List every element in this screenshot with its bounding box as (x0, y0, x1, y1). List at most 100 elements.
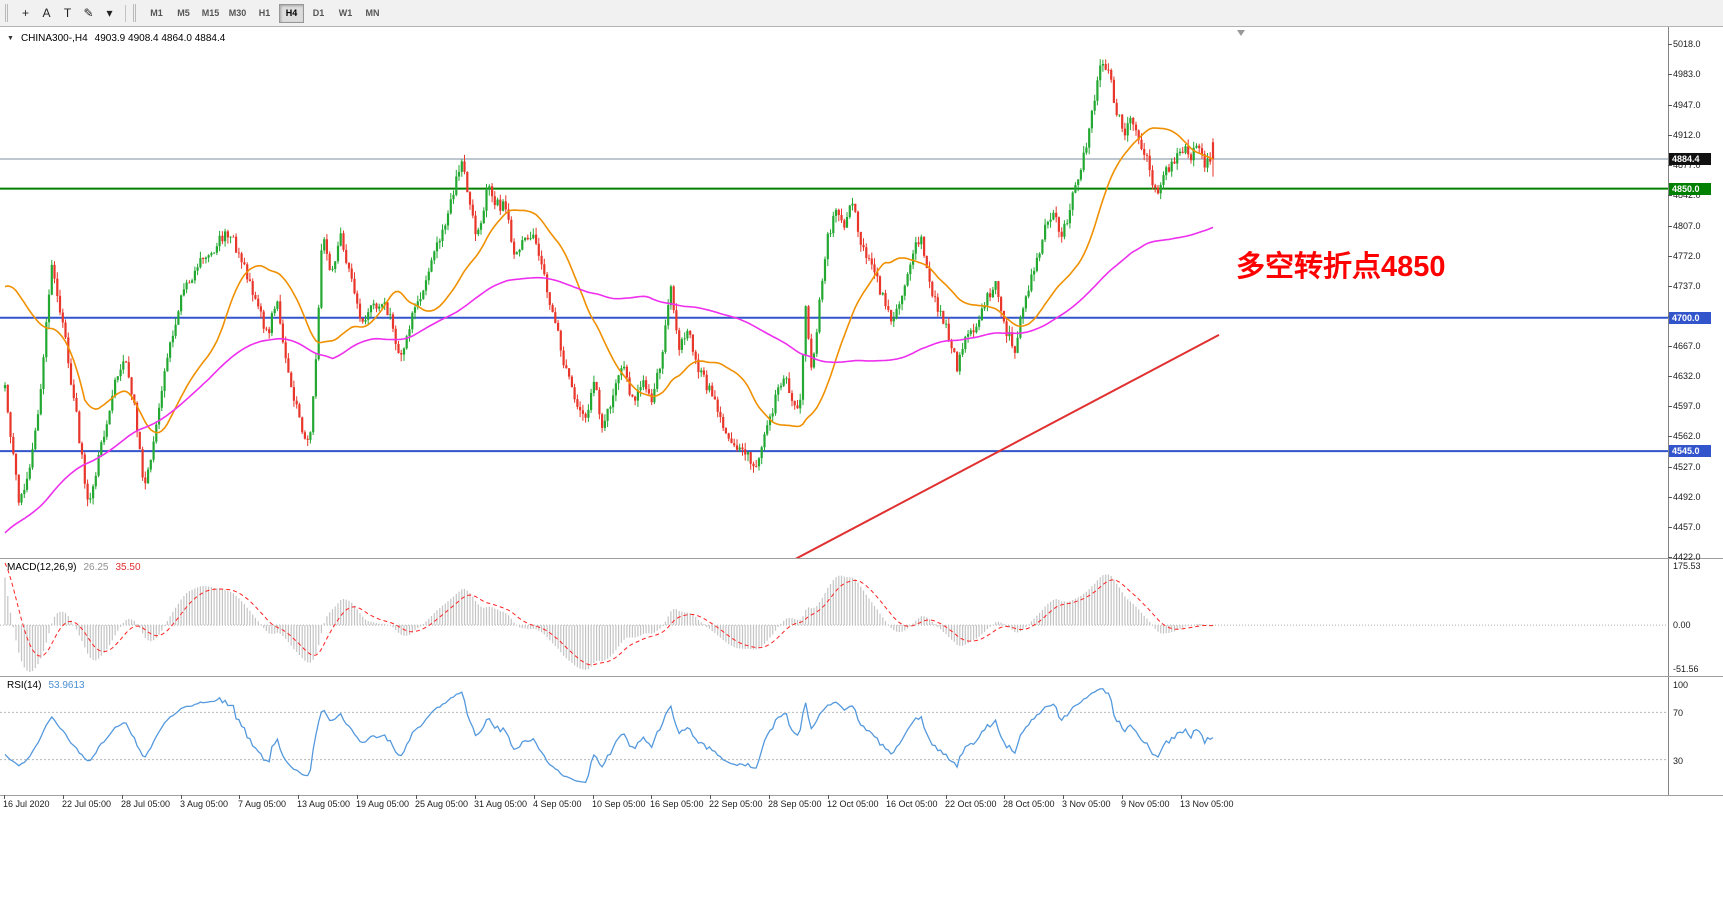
price-axis-label: 4492.0 (1673, 491, 1701, 502)
rsi-axis-label: 70 (1673, 708, 1684, 718)
toolbar: + A T ✎ ▾ M1 M5 M15 M30 H1 H4 D1 W1 MN (0, 0, 1723, 27)
rsi-axis-label: 100 (1673, 680, 1689, 690)
date-axis-label: 12 Oct 05:00 (827, 799, 879, 809)
price-axis-tick (1668, 256, 1672, 257)
price-axis-label: 4983.0 (1673, 69, 1701, 80)
toolbar-separator (125, 4, 126, 22)
timeframe-button-w1[interactable]: W1 (338, 8, 353, 18)
date-axis-tick (710, 795, 711, 799)
macd-plot[interactable] (0, 559, 1668, 676)
chart-symbol-label: ▼ CHINA300-,H4 4903.9 4908.4 4864.0 4884… (7, 33, 225, 44)
price-axis-label: 4912.0 (1673, 130, 1701, 141)
date-axis-tick (769, 795, 770, 799)
macd-signal-value: 35.50 (115, 562, 141, 573)
date-axis-label: 13 Aug 05:00 (297, 799, 351, 809)
price-axis-tick (1668, 286, 1672, 287)
macd-histogram (4, 574, 1214, 672)
macd-name: MACD(12,26,9) (7, 562, 77, 573)
price-axis-tick (1668, 74, 1672, 75)
fast-ma-line (4, 127, 1214, 434)
date-axis-label: 16 Sep 05:00 (650, 799, 704, 809)
date-axis-tick (534, 795, 535, 799)
date-axis-tick (63, 795, 64, 799)
panel-separator-macd[interactable] (0, 558, 1723, 559)
price-axis-tick (1668, 406, 1672, 407)
price-axis-label: 4457.0 (1673, 521, 1701, 532)
down-candle-bodies (6, 64, 1215, 503)
price-axis-label: 4737.0 (1673, 280, 1701, 291)
up-candle-wicks (4, 59, 1208, 506)
crosshair-tool[interactable]: + (21, 6, 29, 20)
price-axis-label: 4667.0 (1673, 341, 1701, 352)
trend-line[interactable] (788, 334, 1220, 558)
date-axis-tick (887, 795, 888, 799)
price-axis-tick (1668, 436, 1672, 437)
price-axis-tick (1668, 527, 1672, 528)
drawing-tool-dropdown[interactable]: ▾ (106, 6, 113, 20)
date-axis-tick (475, 795, 476, 799)
date-axis-label: 22 Sep 05:00 (709, 799, 763, 809)
level-4545-badge: 4545.0 (1669, 445, 1711, 457)
rsi-indicator-label: RSI(14) 53.9613 (7, 680, 85, 691)
timeframe-button-h1[interactable]: H1 (258, 8, 271, 18)
price-axis-label: 4947.0 (1673, 100, 1701, 111)
date-axis-tick (1122, 795, 1123, 799)
timeframe-button-m1[interactable]: M1 (150, 8, 163, 18)
price-axis-label: 4562.0 (1673, 431, 1701, 442)
date-axis-label: 28 Sep 05:00 (768, 799, 822, 809)
timeframe-button-m5[interactable]: M5 (177, 8, 190, 18)
timeframe-button-h4[interactable]: H4 (279, 3, 304, 23)
price-axis-label: 4772.0 (1673, 250, 1701, 261)
date-axis-tick (416, 795, 417, 799)
price-axis-tick (1668, 226, 1672, 227)
chart-collapse-icon[interactable]: ▼ (7, 35, 14, 42)
rsi-plot[interactable] (0, 677, 1668, 795)
timeframe-button-mn[interactable]: MN (365, 8, 380, 18)
date-axis-label: 22 Oct 05:00 (945, 799, 997, 809)
date-axis-label: 3 Aug 05:00 (180, 799, 229, 809)
chart-shift-marker[interactable] (1237, 30, 1245, 36)
drawing-tool[interactable]: ✎ (83, 6, 94, 20)
macd-indicator-label: MACD(12,26,9) 26.25 35.50 (7, 562, 141, 573)
date-axis-tick (593, 795, 594, 799)
symbol-name: CHINA300-,H4 (20, 33, 88, 44)
timeframe-button-d1[interactable]: D1 (312, 8, 325, 18)
price-axis-tick (1668, 44, 1672, 45)
panel-separator-rsi[interactable] (0, 676, 1723, 677)
date-axis-tick (4, 795, 5, 799)
price-axis-tick (1668, 105, 1672, 106)
timeframe-button-m15[interactable]: M15 (201, 8, 220, 18)
text-annotation-tool[interactable]: A (42, 6, 51, 20)
timeframe-button-m30[interactable]: M30 (228, 8, 247, 18)
date-axis-tick (828, 795, 829, 799)
macd-axis-bottom-label: -51.56 (1673, 664, 1699, 674)
price-axis-tick (1668, 195, 1672, 196)
price-axis-label: 4632.0 (1673, 371, 1701, 382)
price-axis-tick (1668, 557, 1672, 558)
date-axis-tick (1063, 795, 1064, 799)
rsi-line (4, 688, 1214, 784)
date-axis-tick (1181, 795, 1182, 799)
timeframe-toolbar-grip[interactable] (133, 4, 138, 22)
price-axis-tick (1668, 467, 1672, 468)
price-axis-tick (1668, 497, 1672, 498)
main-chart-plot[interactable] (0, 27, 1668, 558)
text-label-tool[interactable]: T (63, 6, 72, 20)
date-axis-line (0, 795, 1723, 796)
date-axis-label: 16 Oct 05:00 (886, 799, 938, 809)
date-axis-label: 16 Jul 2020 (3, 799, 50, 809)
toolbar-grip[interactable] (5, 4, 10, 22)
date-axis-label: 13 Nov 05:00 (1180, 799, 1234, 809)
date-axis-label: 7 Aug 05:00 (238, 799, 287, 809)
date-axis-tick (651, 795, 652, 799)
drawing-tools-group: + A T ✎ ▾ (15, 3, 120, 23)
price-axis-line (1668, 27, 1669, 795)
date-axis-label: 3 Nov 05:00 (1062, 799, 1111, 809)
date-axis-label: 28 Jul 05:00 (121, 799, 171, 809)
date-axis-tick (122, 795, 123, 799)
macd-axis-zero-label: 0.00 (1673, 620, 1691, 630)
price-axis-tick (1668, 376, 1672, 377)
price-axis-label: 4597.0 (1673, 401, 1701, 412)
level-4700-badge: 4700.0 (1669, 312, 1711, 324)
macd-axis-top-label: 175.53 (1673, 561, 1701, 571)
